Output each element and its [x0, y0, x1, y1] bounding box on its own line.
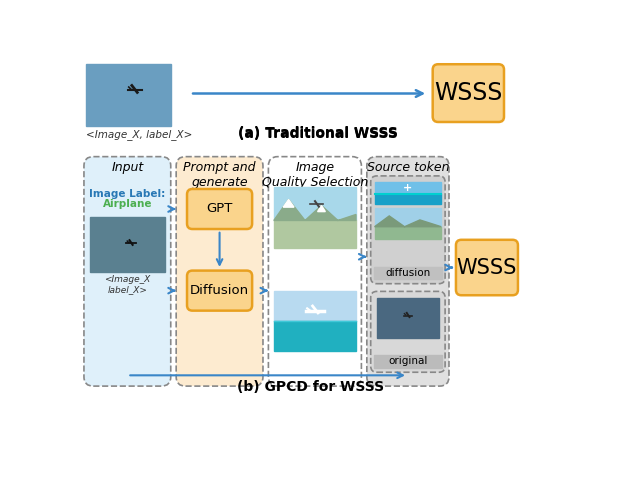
Text: Source token: Source token: [366, 161, 449, 174]
Text: original: original: [388, 356, 427, 366]
Text: <Image_X
label_X>: <Image_X label_X>: [104, 275, 151, 295]
Text: Airplane: Airplane: [103, 198, 152, 209]
Bar: [274, 187, 356, 221]
Bar: [374, 355, 442, 368]
Bar: [374, 227, 441, 239]
Polygon shape: [274, 199, 356, 221]
Polygon shape: [318, 205, 325, 212]
FancyBboxPatch shape: [371, 291, 445, 372]
FancyBboxPatch shape: [187, 189, 252, 229]
Text: +: +: [403, 183, 412, 193]
Text: Image Label:: Image Label:: [89, 189, 165, 198]
Bar: [274, 321, 356, 351]
FancyBboxPatch shape: [371, 176, 445, 284]
Bar: [374, 182, 441, 194]
FancyBboxPatch shape: [187, 271, 252, 311]
FancyBboxPatch shape: [367, 157, 449, 386]
Text: GPT: GPT: [207, 202, 233, 215]
FancyBboxPatch shape: [84, 157, 171, 386]
Text: Input: Input: [111, 161, 144, 174]
Polygon shape: [283, 199, 294, 207]
FancyBboxPatch shape: [456, 240, 518, 295]
Text: <Image_X, label_X>: <Image_X, label_X>: [85, 129, 192, 140]
Text: Diffusion: Diffusion: [190, 284, 249, 297]
Bar: [85, 64, 171, 126]
Text: (a) Traditional WSSS: (a) Traditional WSSS: [238, 127, 398, 141]
FancyBboxPatch shape: [433, 64, 504, 122]
Text: WSSS: WSSS: [457, 257, 517, 277]
Text: Prompt and
generate: Prompt and generate: [183, 161, 256, 189]
Text: WSSS: WSSS: [434, 81, 503, 105]
FancyBboxPatch shape: [269, 157, 361, 386]
Bar: [374, 194, 441, 204]
Text: Image
Quality Selection: Image Quality Selection: [262, 161, 368, 189]
Bar: [377, 298, 439, 338]
Bar: [374, 267, 442, 279]
Bar: [274, 291, 356, 321]
Polygon shape: [374, 216, 441, 227]
Text: (b) GPCD for WSSS: (b) GPCD for WSSS: [237, 380, 384, 394]
Text: (a) Traditional WSSS: (a) Traditional WSSS: [238, 126, 398, 140]
Bar: [374, 208, 441, 227]
Text: diffusion: diffusion: [385, 268, 430, 278]
FancyBboxPatch shape: [176, 157, 263, 386]
Bar: [274, 221, 356, 247]
Bar: [90, 217, 165, 272]
